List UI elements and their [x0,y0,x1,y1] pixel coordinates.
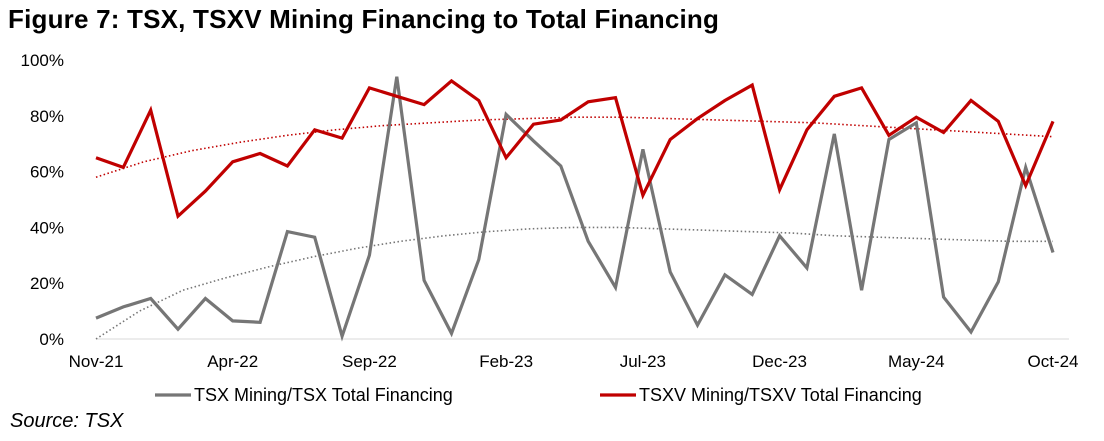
y-tick-label: 60% [30,163,64,182]
source-note: Source: TSX [10,410,124,432]
y-tick-label: 40% [30,218,64,237]
trend-line-1 [95,226,1053,340]
series-line-2 [95,78,1055,220]
series-lines [95,76,1055,342]
y-tick-label: 80% [30,107,64,126]
y-tick-label: 20% [30,274,64,293]
x-tick-label: Apr-22 [207,352,258,371]
chart-axes: 0% 20% 40% 60% 80% 100% Nov-21 Apr-22 Sep-22 Feb-… [21,51,1079,371]
x-tick-label: Jul-23 [620,352,666,371]
legend-label-1: TSX Mining/TSX Total Financing [194,385,453,405]
y-tick-label: 100% [21,51,64,70]
x-tick-label: Oct-24 [1027,352,1078,371]
x-tick-label: May-24 [888,352,945,371]
x-tick-label: Nov-21 [69,352,124,371]
x-tick-label: Dec-23 [752,352,807,371]
series-line-1 [95,76,1055,342]
trend-line-2 [95,116,1054,178]
x-tick-label: Sep-22 [342,352,397,371]
legend-label-2: TSXV Mining/TSXV Total Financing [639,385,922,405]
y-tick-label: 0% [39,330,64,349]
trend-lines [95,116,1054,340]
chart-legend: TSX Mining/TSX Total Financing TSXV Minin… [155,385,922,405]
x-tick-label: Feb-23 [479,352,533,371]
chart-title: Figure 7: TSX, TSXV Mining Financing to … [8,4,720,34]
